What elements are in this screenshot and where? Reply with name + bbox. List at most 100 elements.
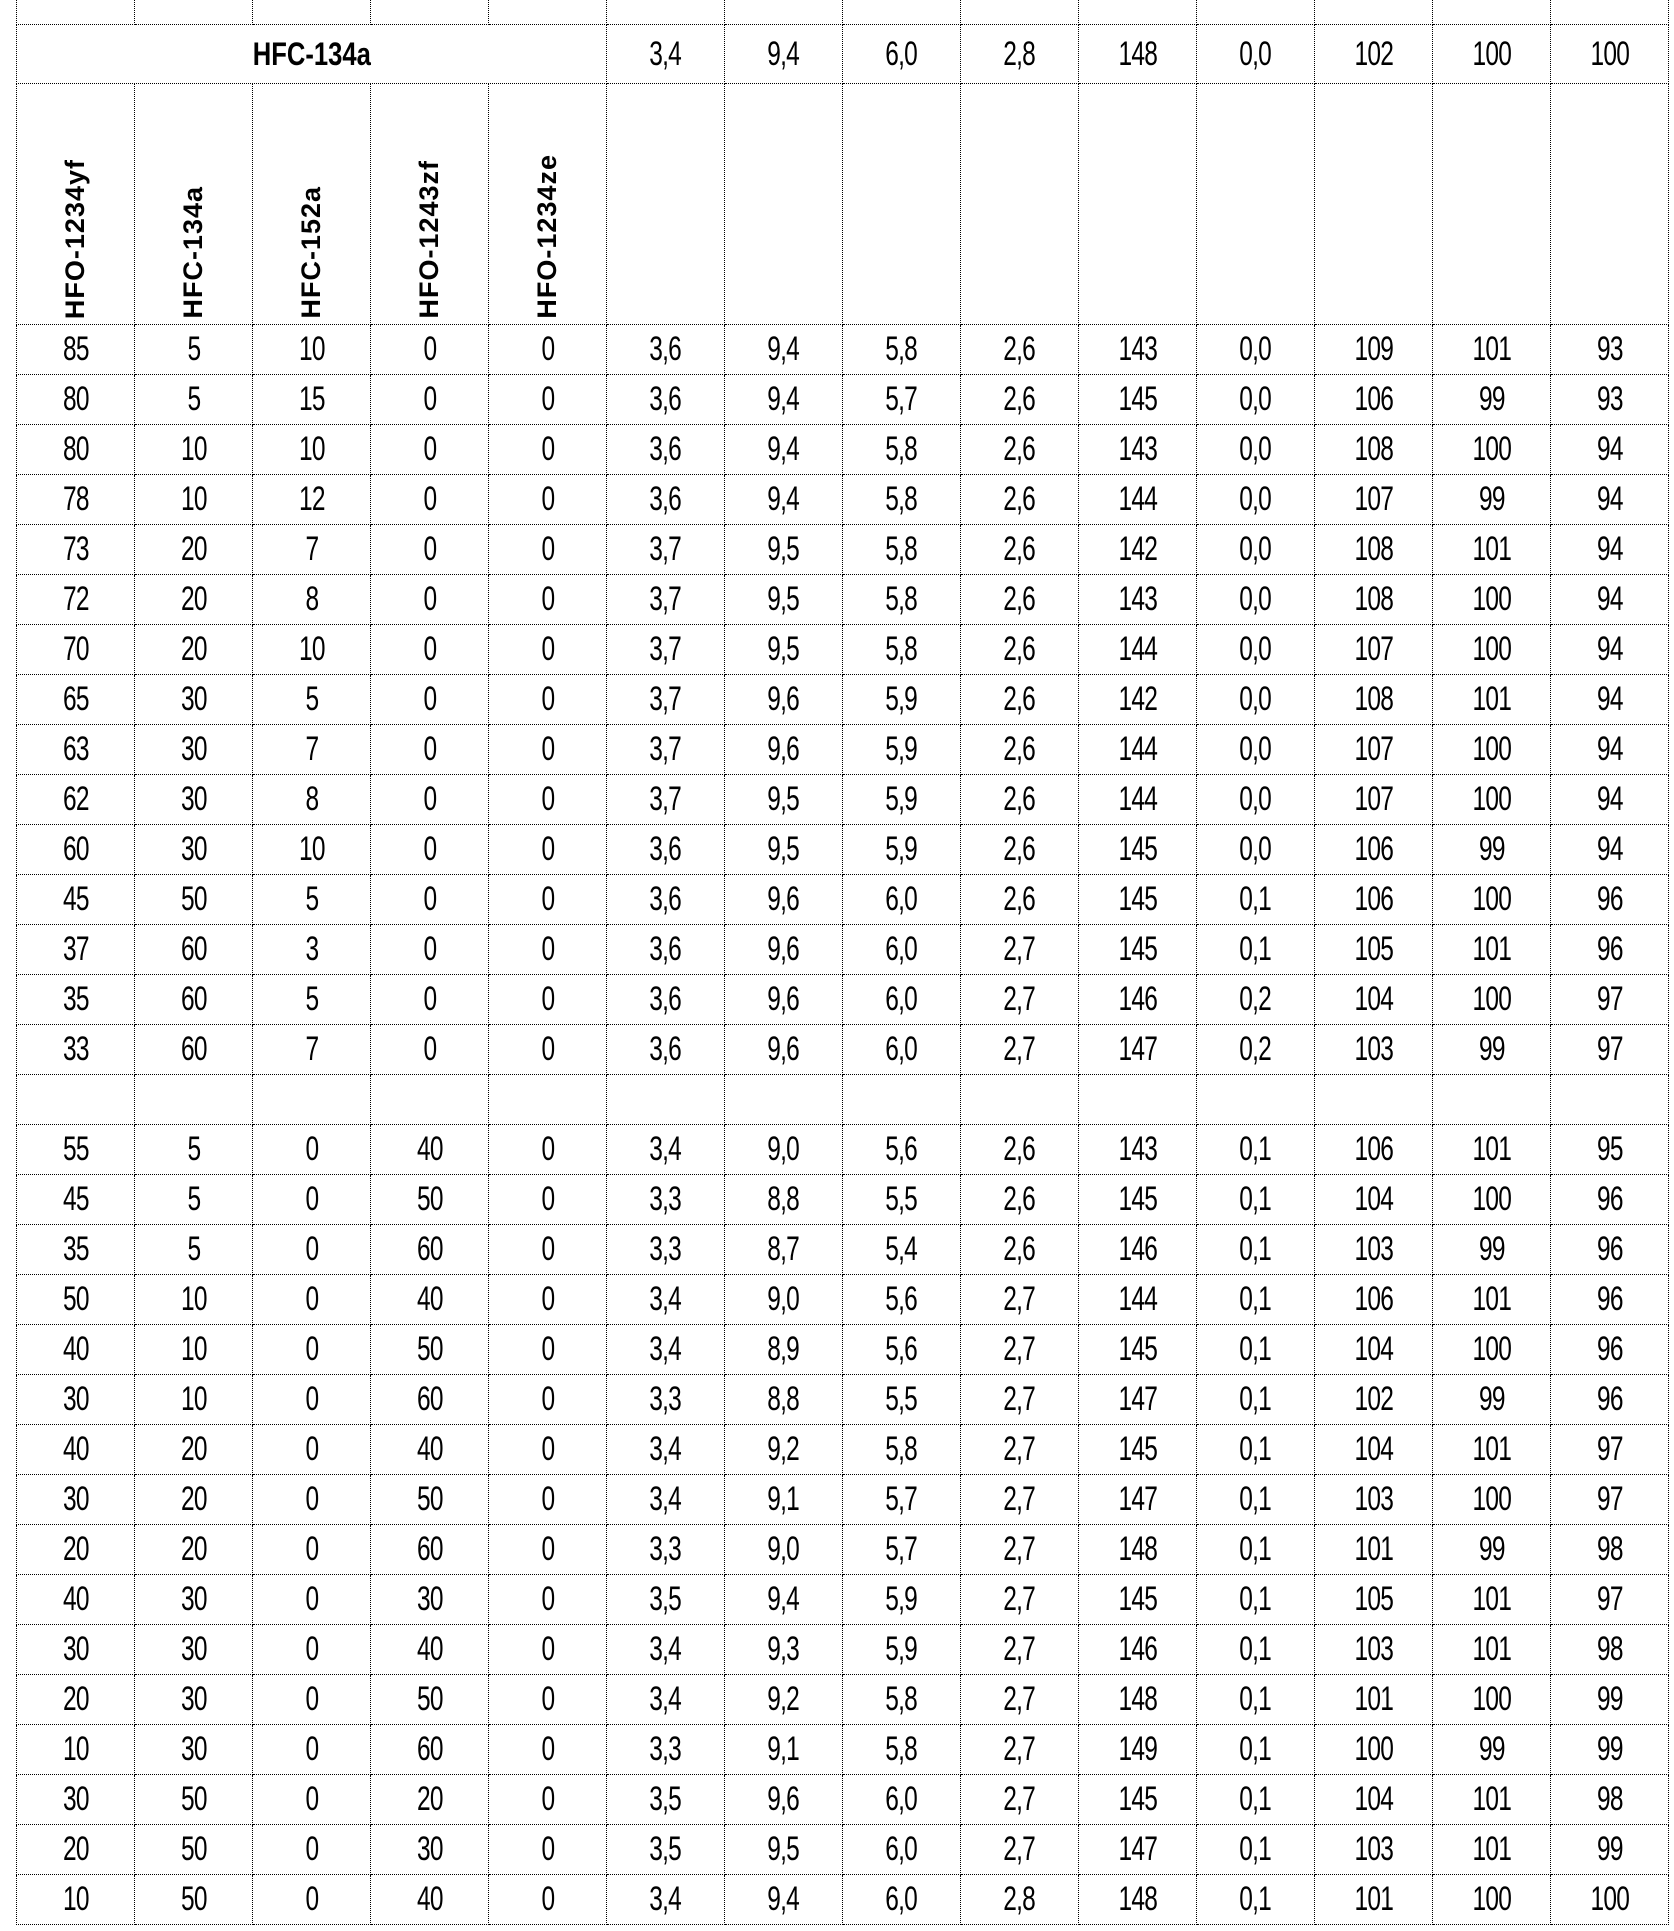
- table-cell[interactable]: 5: [253, 975, 371, 1025]
- table-cell[interactable]: 0: [489, 625, 607, 675]
- table-cell[interactable]: 2,7: [961, 1725, 1079, 1775]
- table-cell[interactable]: 0,0: [1197, 775, 1315, 825]
- table-cell[interactable]: 5,8: [843, 475, 961, 525]
- table-cell[interactable]: 0: [489, 775, 607, 825]
- header-cell[interactable]: [1315, 0, 1433, 25]
- table-cell[interactable]: 10: [135, 425, 253, 475]
- table-cell[interactable]: 5,9: [843, 675, 961, 725]
- table-cell[interactable]: 5,8: [843, 575, 961, 625]
- table-cell[interactable]: 5,7: [843, 1525, 961, 1575]
- table-cell[interactable]: 50: [371, 1675, 489, 1725]
- table-cell[interactable]: 142: [1079, 525, 1197, 575]
- table-cell[interactable]: 106: [1315, 1275, 1433, 1325]
- table-cell[interactable]: 3,7: [607, 775, 725, 825]
- table-cell[interactable]: 5: [135, 1175, 253, 1225]
- header-cell[interactable]: [607, 84, 725, 325]
- table-cell[interactable]: 50: [135, 875, 253, 925]
- reference-value-cell[interactable]: 0,0: [1197, 25, 1315, 84]
- table-cell[interactable]: 106: [1315, 875, 1433, 925]
- table-cell[interactable]: 6,0: [843, 975, 961, 1025]
- header-cell[interactable]: [17, 0, 135, 25]
- table-cell[interactable]: 50: [135, 1825, 253, 1875]
- table-cell[interactable]: 0,0: [1197, 725, 1315, 775]
- table-cell[interactable]: 8,7: [725, 1225, 843, 1275]
- table-cell[interactable]: 2,7: [961, 1325, 1079, 1375]
- table-cell[interactable]: 10: [135, 1325, 253, 1375]
- table-cell[interactable]: 142: [1079, 675, 1197, 725]
- table-cell[interactable]: 6,0: [843, 925, 961, 975]
- table-cell[interactable]: 105: [1315, 925, 1433, 975]
- table-cell[interactable]: 5,9: [843, 1575, 961, 1625]
- table-cell[interactable]: 30: [17, 1775, 135, 1825]
- table-cell[interactable]: 40: [17, 1325, 135, 1375]
- table-cell[interactable]: 20: [135, 1525, 253, 1575]
- table-cell[interactable]: 3,6: [607, 1025, 725, 1075]
- table-cell[interactable]: 106: [1315, 825, 1433, 875]
- header-cell[interactable]: [1433, 0, 1551, 25]
- table-cell[interactable]: 2,6: [961, 725, 1079, 775]
- table-cell[interactable]: 3,6: [607, 825, 725, 875]
- table-cell[interactable]: 0,1: [1197, 1825, 1315, 1875]
- table-cell[interactable]: 50: [371, 1475, 489, 1525]
- table-cell[interactable]: 2,6: [961, 425, 1079, 475]
- table-cell[interactable]: 96: [1551, 1175, 1669, 1225]
- table-cell[interactable]: 2,7: [961, 1575, 1079, 1625]
- reference-name-cell[interactable]: HFC-134a: [17, 25, 607, 84]
- table-cell[interactable]: 50: [371, 1325, 489, 1375]
- table-cell[interactable]: 60: [371, 1225, 489, 1275]
- table-cell[interactable]: 0: [253, 1475, 371, 1525]
- table-cell[interactable]: 9,6: [725, 975, 843, 1025]
- table-cell[interactable]: 0,0: [1197, 625, 1315, 675]
- table-cell[interactable]: 5,9: [843, 1625, 961, 1675]
- table-cell[interactable]: 100: [1433, 1475, 1551, 1525]
- table-cell[interactable]: 3,6: [607, 325, 725, 375]
- table-cell[interactable]: 2,7: [961, 1625, 1079, 1675]
- table-cell[interactable]: 108: [1315, 525, 1433, 575]
- table-cell[interactable]: 5: [135, 375, 253, 425]
- table-cell[interactable]: 9,6: [725, 675, 843, 725]
- table-cell[interactable]: 7: [253, 725, 371, 775]
- table-cell[interactable]: 93: [1551, 375, 1669, 425]
- table-cell[interactable]: 20: [135, 525, 253, 575]
- table-cell[interactable]: 103: [1315, 1225, 1433, 1275]
- empty-cell[interactable]: [135, 1075, 253, 1125]
- table-cell[interactable]: 7: [253, 1025, 371, 1075]
- table-cell[interactable]: 0: [489, 1875, 607, 1925]
- table-cell[interactable]: 0: [253, 1725, 371, 1775]
- reference-value-cell[interactable]: 6,0: [843, 25, 961, 84]
- table-cell[interactable]: 100: [1433, 1875, 1551, 1925]
- table-cell[interactable]: 94: [1551, 725, 1669, 775]
- table-cell[interactable]: 0: [253, 1225, 371, 1275]
- table-cell[interactable]: 99: [1433, 1375, 1551, 1425]
- table-cell[interactable]: 148: [1079, 1875, 1197, 1925]
- table-cell[interactable]: 105: [1315, 1575, 1433, 1625]
- header-cell[interactable]: [371, 0, 489, 25]
- table-cell[interactable]: 96: [1551, 1375, 1669, 1425]
- header-cell[interactable]: [253, 0, 371, 25]
- table-cell[interactable]: 145: [1079, 1425, 1197, 1475]
- table-cell[interactable]: 70: [17, 625, 135, 675]
- table-cell[interactable]: 99: [1551, 1825, 1669, 1875]
- table-cell[interactable]: 9,6: [725, 725, 843, 775]
- table-cell[interactable]: 0: [489, 1725, 607, 1775]
- table-cell[interactable]: 0: [489, 1825, 607, 1875]
- table-cell[interactable]: 3,6: [607, 475, 725, 525]
- table-cell[interactable]: 0: [371, 625, 489, 675]
- table-cell[interactable]: 94: [1551, 525, 1669, 575]
- empty-cell[interactable]: [489, 1075, 607, 1125]
- table-cell[interactable]: 94: [1551, 425, 1669, 475]
- table-cell[interactable]: 0: [489, 325, 607, 375]
- table-cell[interactable]: 97: [1551, 1025, 1669, 1075]
- table-cell[interactable]: 0: [489, 375, 607, 425]
- reference-value-cell[interactable]: 148: [1079, 25, 1197, 84]
- table-cell[interactable]: 0: [371, 675, 489, 725]
- table-cell[interactable]: 0: [371, 575, 489, 625]
- table-cell[interactable]: 8,8: [725, 1375, 843, 1425]
- table-cell[interactable]: 99: [1551, 1675, 1669, 1725]
- table-cell[interactable]: 8,9: [725, 1325, 843, 1375]
- table-cell[interactable]: 100: [1433, 575, 1551, 625]
- table-cell[interactable]: 9,0: [725, 1125, 843, 1175]
- table-cell[interactable]: 30: [135, 1625, 253, 1675]
- table-cell[interactable]: 97: [1551, 1425, 1669, 1475]
- table-cell[interactable]: 45: [17, 1175, 135, 1225]
